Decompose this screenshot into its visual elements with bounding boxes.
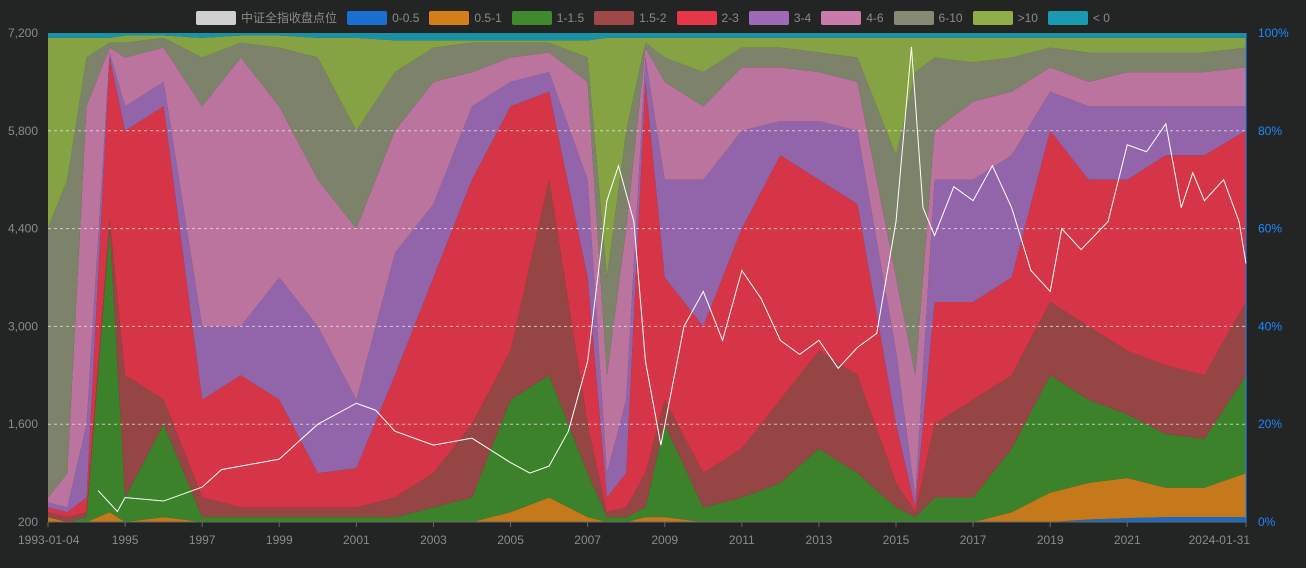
x-tick-label: 2003 [420,533,447,547]
legend-swatch [196,10,237,25]
left-tick-label: 7,200 [8,26,38,40]
legend-swatch [1047,10,1088,25]
x-tick-label: 2024-01-31 [1189,533,1251,547]
legend-label: 3-4 [793,10,812,25]
left-tick-label: 3,000 [8,319,38,333]
legend-swatch [347,10,388,25]
x-tick-label: 2011 [729,533,755,547]
x-tick-label: 2009 [651,533,678,547]
x-tick-label: 2013 [806,533,833,547]
x-tick-label: 1993-01-04 [18,533,80,547]
legend-item[interactable]: 4-6 [821,9,884,26]
legend-swatch [893,10,934,25]
area-6_10 [48,37,1246,498]
x-tick-label: 1997 [189,533,216,547]
x-tick-label: 2021 [1114,533,1141,547]
left-tick-label: 4,400 [8,222,38,236]
legend-swatch [821,10,862,25]
legend-item[interactable]: 1-1.5 [511,9,585,26]
area-_10 [48,35,1246,278]
legend: 中证全指收盘点位 0-0.5 0.5-1 1-1.5 1.5-2 2-3 3-4 4-6 6-1… [0,9,1306,26]
right-tick-label: 60% [1258,222,1282,236]
right-tick-label: 100% [1258,26,1289,40]
x-tick-label: 2015 [883,533,910,547]
x-tick-label: 1999 [266,533,293,547]
right-tick-label: 20% [1258,417,1282,431]
legend-label: 4-6 [866,10,884,25]
left-tick-label: 5,800 [8,124,38,138]
legend-label: 0-0.5 [392,10,420,25]
legend-label: 2-3 [721,10,739,25]
right-tick-label: 80% [1258,124,1282,138]
legend-swatch [972,10,1013,25]
x-tick-label: 2001 [343,533,370,547]
right-tick-label: 0% [1258,515,1276,529]
left-tick-label: 200 [18,515,38,529]
x-tick-label: 2007 [574,533,601,547]
x-tick-label: 1995 [112,533,139,547]
area-2_3 [48,57,1246,518]
legend-label: 中证全指收盘点位 [241,11,338,25]
x-tick-label: 2017 [960,533,987,547]
right-tick-label: 40% [1258,319,1282,333]
legend-item[interactable]: 0-0.5 [347,9,419,26]
legend-item[interactable]: >10 [972,9,1038,26]
area-1_1_5 [48,228,1246,522]
legend-label: >10 [1017,10,1038,25]
area-_0 [48,33,1246,41]
legend-item[interactable]: 中证全指收盘点位 [196,9,337,26]
legend-item[interactable]: 0.5-1 [429,9,502,26]
legend-swatch [511,10,552,25]
legend-swatch [748,10,789,25]
legend-swatch [429,10,470,25]
area-3_4 [48,52,1246,513]
area-1_5_2 [48,179,1246,522]
index-close-line [97,46,1247,513]
legend-label: 0.5-1 [474,10,502,25]
legend-item[interactable]: < 0 [1047,9,1110,26]
area-0_5_1 [48,473,1246,522]
area-4_6 [48,47,1246,508]
x-tick-label: 2019 [1037,533,1064,547]
legend-swatch [594,10,635,25]
legend-item[interactable]: 1.5-2 [594,9,667,26]
legend-swatch [676,10,717,25]
x-tick-label: 2005 [497,533,524,547]
legend-label: 1.5-2 [639,10,667,25]
legend-label: 6-10 [938,10,963,25]
legend-label: 1-1.5 [556,10,585,25]
legend-item[interactable]: 6-10 [893,9,963,26]
legend-item[interactable]: 3-4 [748,9,812,26]
left-tick-label: 1,600 [8,417,38,431]
legend-label: < 0 [1092,10,1110,25]
legend-item[interactable]: 2-3 [676,9,739,26]
